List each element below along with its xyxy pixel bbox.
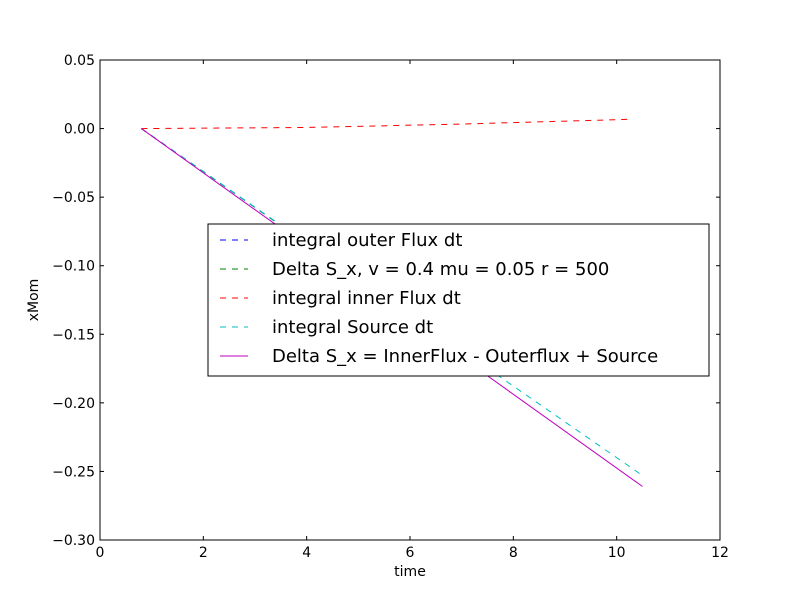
- y-tick-label: −0.10: [52, 259, 95, 275]
- x-axis-title: time: [394, 564, 426, 580]
- y-tick-label: −0.05: [52, 190, 95, 206]
- legend-box: [207, 223, 710, 377]
- legend-entry: integral outer Flux dt: [272, 230, 462, 251]
- y-tick-label: 0.05: [64, 53, 95, 69]
- x-tick-label: 4: [302, 545, 311, 561]
- y-axis-title: xMom: [26, 279, 42, 322]
- x-tick-label: 0: [96, 545, 105, 561]
- y-tick-label: −0.25: [52, 464, 95, 480]
- legend-entry: Delta S_x, v = 0.4 mu = 0.05 r = 500: [272, 259, 609, 280]
- x-tick-label: 6: [406, 545, 415, 561]
- legend: integral outer Flux dt Delta S_x, v = 0.4…: [207, 223, 710, 377]
- y-axis: 0.05 0.00 −0.05 −0.10 −0.15 −0.20 −0.25 −0.30: [52, 53, 720, 549]
- series-line: [141, 118, 633, 130]
- legend-entry: Delta S_x = InnerFlux - Outerflux + Sour…: [272, 346, 658, 367]
- legend-entry: integral inner Flux dt: [272, 288, 461, 309]
- x-axis: 0 2 4 6 8 10 12: [96, 60, 729, 561]
- legend-entry: integral Source dt: [272, 317, 433, 338]
- x-tick-label: 12: [711, 545, 729, 561]
- x-tick-label: 10: [608, 545, 626, 561]
- y-tick-label: −0.20: [52, 396, 95, 412]
- x-tick-label: 8: [509, 545, 518, 561]
- x-tick-label: 2: [199, 545, 208, 561]
- y-tick-label: −0.15: [52, 327, 95, 343]
- y-tick-label: −0.30: [52, 533, 95, 549]
- y-tick-label: 0.00: [64, 122, 95, 138]
